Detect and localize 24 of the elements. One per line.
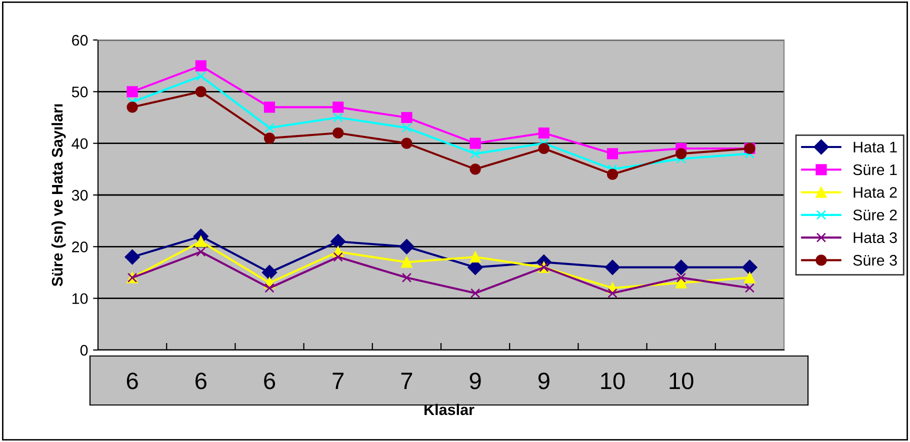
y-tick-label: 0 — [80, 344, 88, 356]
y-tick-label: 60 — [72, 34, 88, 46]
legend-label: Süre 3 — [853, 254, 897, 266]
y-tick-label: 40 — [72, 138, 88, 150]
legend-label: Süre 1 — [853, 164, 897, 176]
legend-label: Hata 2 — [854, 186, 897, 198]
x-tick-label: 7 — [401, 372, 412, 390]
x-axis-title: Klaslar — [424, 404, 474, 416]
x-tick-label: 9 — [538, 372, 550, 390]
x-tick-label: 9 — [470, 372, 481, 390]
y-tick-label: 20 — [72, 242, 88, 252]
y-tick-label: 50 — [72, 86, 88, 98]
x-tick-label: 6 — [196, 372, 206, 390]
legend-label: Süre 2 — [853, 210, 897, 220]
x-tick-label: 10 — [670, 372, 694, 390]
x-tick-label: 6 — [264, 372, 276, 390]
y-axis-title: Süre (sn) ve Hata Sayıları — [51, 104, 66, 286]
legend-label: Hata 3 — [854, 232, 897, 244]
x-tick-label: 7 — [332, 372, 344, 390]
x-tick-label: 6 — [126, 372, 138, 390]
y-tick-label: 10 — [72, 293, 88, 304]
y-tick-label: 30 — [72, 190, 88, 201]
x-tick-label: 10 — [601, 372, 625, 390]
legend-label: Hata 1 — [854, 142, 897, 152]
